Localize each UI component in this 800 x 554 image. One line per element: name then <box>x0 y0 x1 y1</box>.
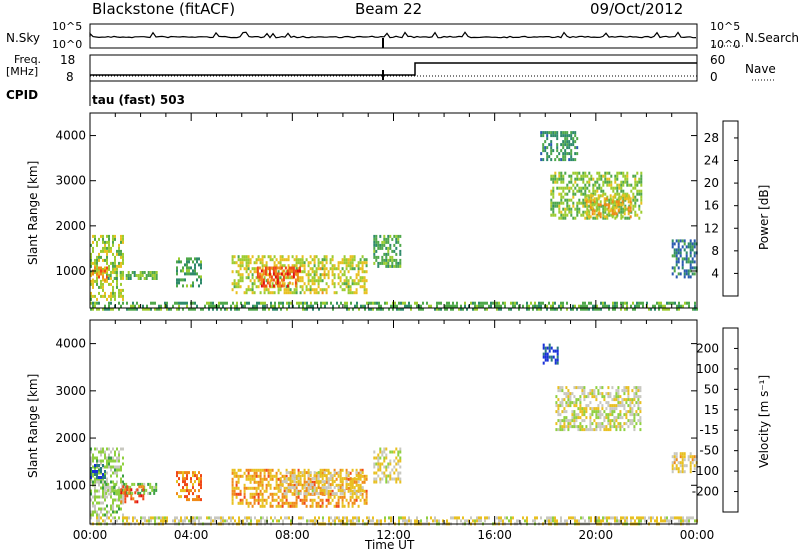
power-panel-colorbar-tick-label: 28 <box>704 131 719 145</box>
nave-tick-low: 0 <box>710 70 718 84</box>
power-panel-colorbar-tick-label: 20 <box>704 176 719 190</box>
velocity-panel-y-tick-label: 3000 <box>55 384 86 398</box>
x-axis-label: Time UT <box>365 538 415 552</box>
power-panel-colorbar-tick-label: 24 <box>704 154 719 168</box>
power-panel-echo-region <box>373 234 402 268</box>
nsearch-label: N.Search <box>745 31 800 45</box>
velocity-panel-echo-region <box>90 447 124 517</box>
power-panel-echo-region <box>256 266 301 288</box>
power-panel-colorbar-tick-label: 4 <box>711 266 719 280</box>
velocity-panel-colorbar-tick-label: 50 <box>704 382 719 396</box>
power-panel-colorbar-tick-label: 16 <box>704 199 719 213</box>
power-panel-echo-region <box>585 194 632 219</box>
velocity-panel-echo-region <box>373 447 402 484</box>
power-panel-colorbar-frame <box>722 120 739 297</box>
power-panel-echo-region <box>107 271 158 280</box>
freq-label: Freq. <box>14 53 42 66</box>
velocity-panel-colorbar-tick-label: -50 <box>699 444 719 458</box>
date-label: 09/Oct/2012 <box>590 0 684 18</box>
velocity-panel-colorbar-tick-label: 100 <box>696 362 719 376</box>
freq-trace <box>90 62 697 76</box>
velocity-panel-echo-region <box>671 452 698 474</box>
chart-title: Blackstone (fitACF) <box>92 0 236 18</box>
x-tick-label: 12:00 <box>376 528 411 542</box>
nsearch-tick-low: 10^0 <box>710 38 741 51</box>
power-panel-y-tick-label: 2000 <box>55 219 86 233</box>
nsky-label: N.Sky <box>6 31 41 45</box>
velocity-panel-colorbar-tick-label: -15 <box>699 423 719 437</box>
velocity-panel-echo-region <box>120 485 145 504</box>
power-panel-echo-region <box>671 239 698 279</box>
nsky-trace <box>89 31 697 39</box>
x-tick-label: 20:00 <box>579 528 614 542</box>
velocity-panel-y-tick-label: 4000 <box>55 337 86 351</box>
x-tick-label: 00:00 <box>73 528 108 542</box>
cpid-label: CPID <box>6 88 39 102</box>
cpid-value: tau (fast) 503 <box>92 93 185 107</box>
velocity-panel-echo-region <box>90 464 106 479</box>
velocity-panel-echo-region <box>542 343 559 365</box>
nave-label: Nave <box>745 62 776 76</box>
velocity-panel-colorbar-tick-label: -200 <box>692 485 719 499</box>
velocity-panel-colorbar-tick-label: 15 <box>704 403 719 417</box>
power-panel-echo-region <box>540 131 579 162</box>
velocity-panel-frame <box>89 319 698 525</box>
freq-tick-high: 18 <box>60 53 76 67</box>
power-panel-colorbar-tick-label: 12 <box>704 221 719 235</box>
velocity-panel-echo-region <box>279 471 364 496</box>
power-panel-colorbar-tick-label: 8 <box>711 244 719 258</box>
x-tick-label: 16:00 <box>477 528 512 542</box>
velocity-panel-y-tick-label: 2000 <box>55 431 86 445</box>
nave-tick-high: 60 <box>710 53 726 67</box>
power-panel-y-tick-label: 4000 <box>55 129 86 143</box>
freq-panel-frame <box>89 54 698 82</box>
power-panel-y-tick-label: 1000 <box>55 264 86 278</box>
x-tick-label: 08:00 <box>275 528 310 542</box>
x-tick-label: 04:00 <box>174 528 209 542</box>
velocity-panel-colorbar-tick-label: 200 <box>696 341 719 355</box>
freq-tick-low: 8 <box>66 70 74 84</box>
velocity-panel-y-tick-label: 1000 <box>55 478 86 492</box>
power-panel-echo-region <box>90 301 698 311</box>
velocity-panel-colorbar-tick-label: -100 <box>692 464 719 478</box>
nsky-panel-frame <box>89 23 698 49</box>
velocity-panel-colorbar-frame <box>722 327 739 513</box>
freq-unit-label: [MHz] <box>6 65 39 78</box>
power-panel-y-tick-label: 3000 <box>55 174 86 188</box>
nsky-tick-low: 10^0 <box>52 38 83 51</box>
nsearch-tick-high: 10^5 <box>710 20 741 33</box>
velocity-panel-echo-region <box>555 386 642 432</box>
nsky-tick-high: 10^5 <box>52 20 83 33</box>
power-panel-echo-region <box>231 255 368 295</box>
velocity-panel-echo-region <box>176 471 202 502</box>
x-tick-label: 00:00 <box>680 528 715 542</box>
power-panel-echo-region <box>176 257 202 288</box>
beam-label: Beam 22 <box>355 0 423 18</box>
